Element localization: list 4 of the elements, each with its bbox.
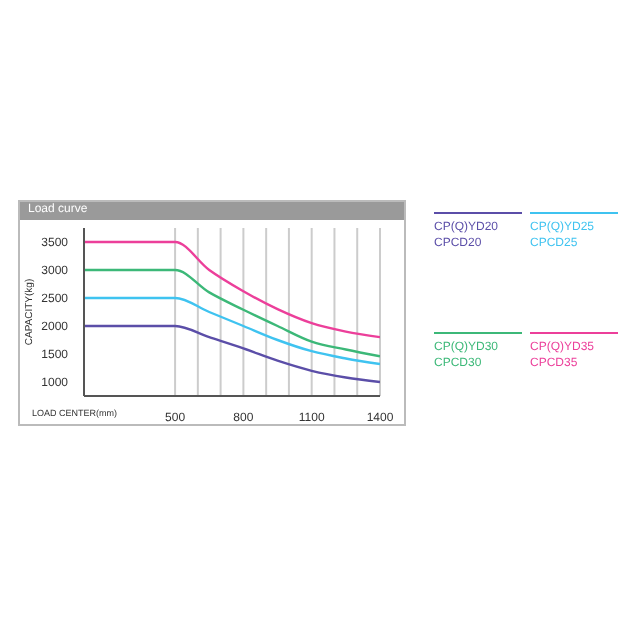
line-series bbox=[84, 268, 380, 358]
line-series bbox=[84, 296, 380, 366]
line-series bbox=[84, 240, 380, 339]
line-series bbox=[84, 324, 380, 384]
